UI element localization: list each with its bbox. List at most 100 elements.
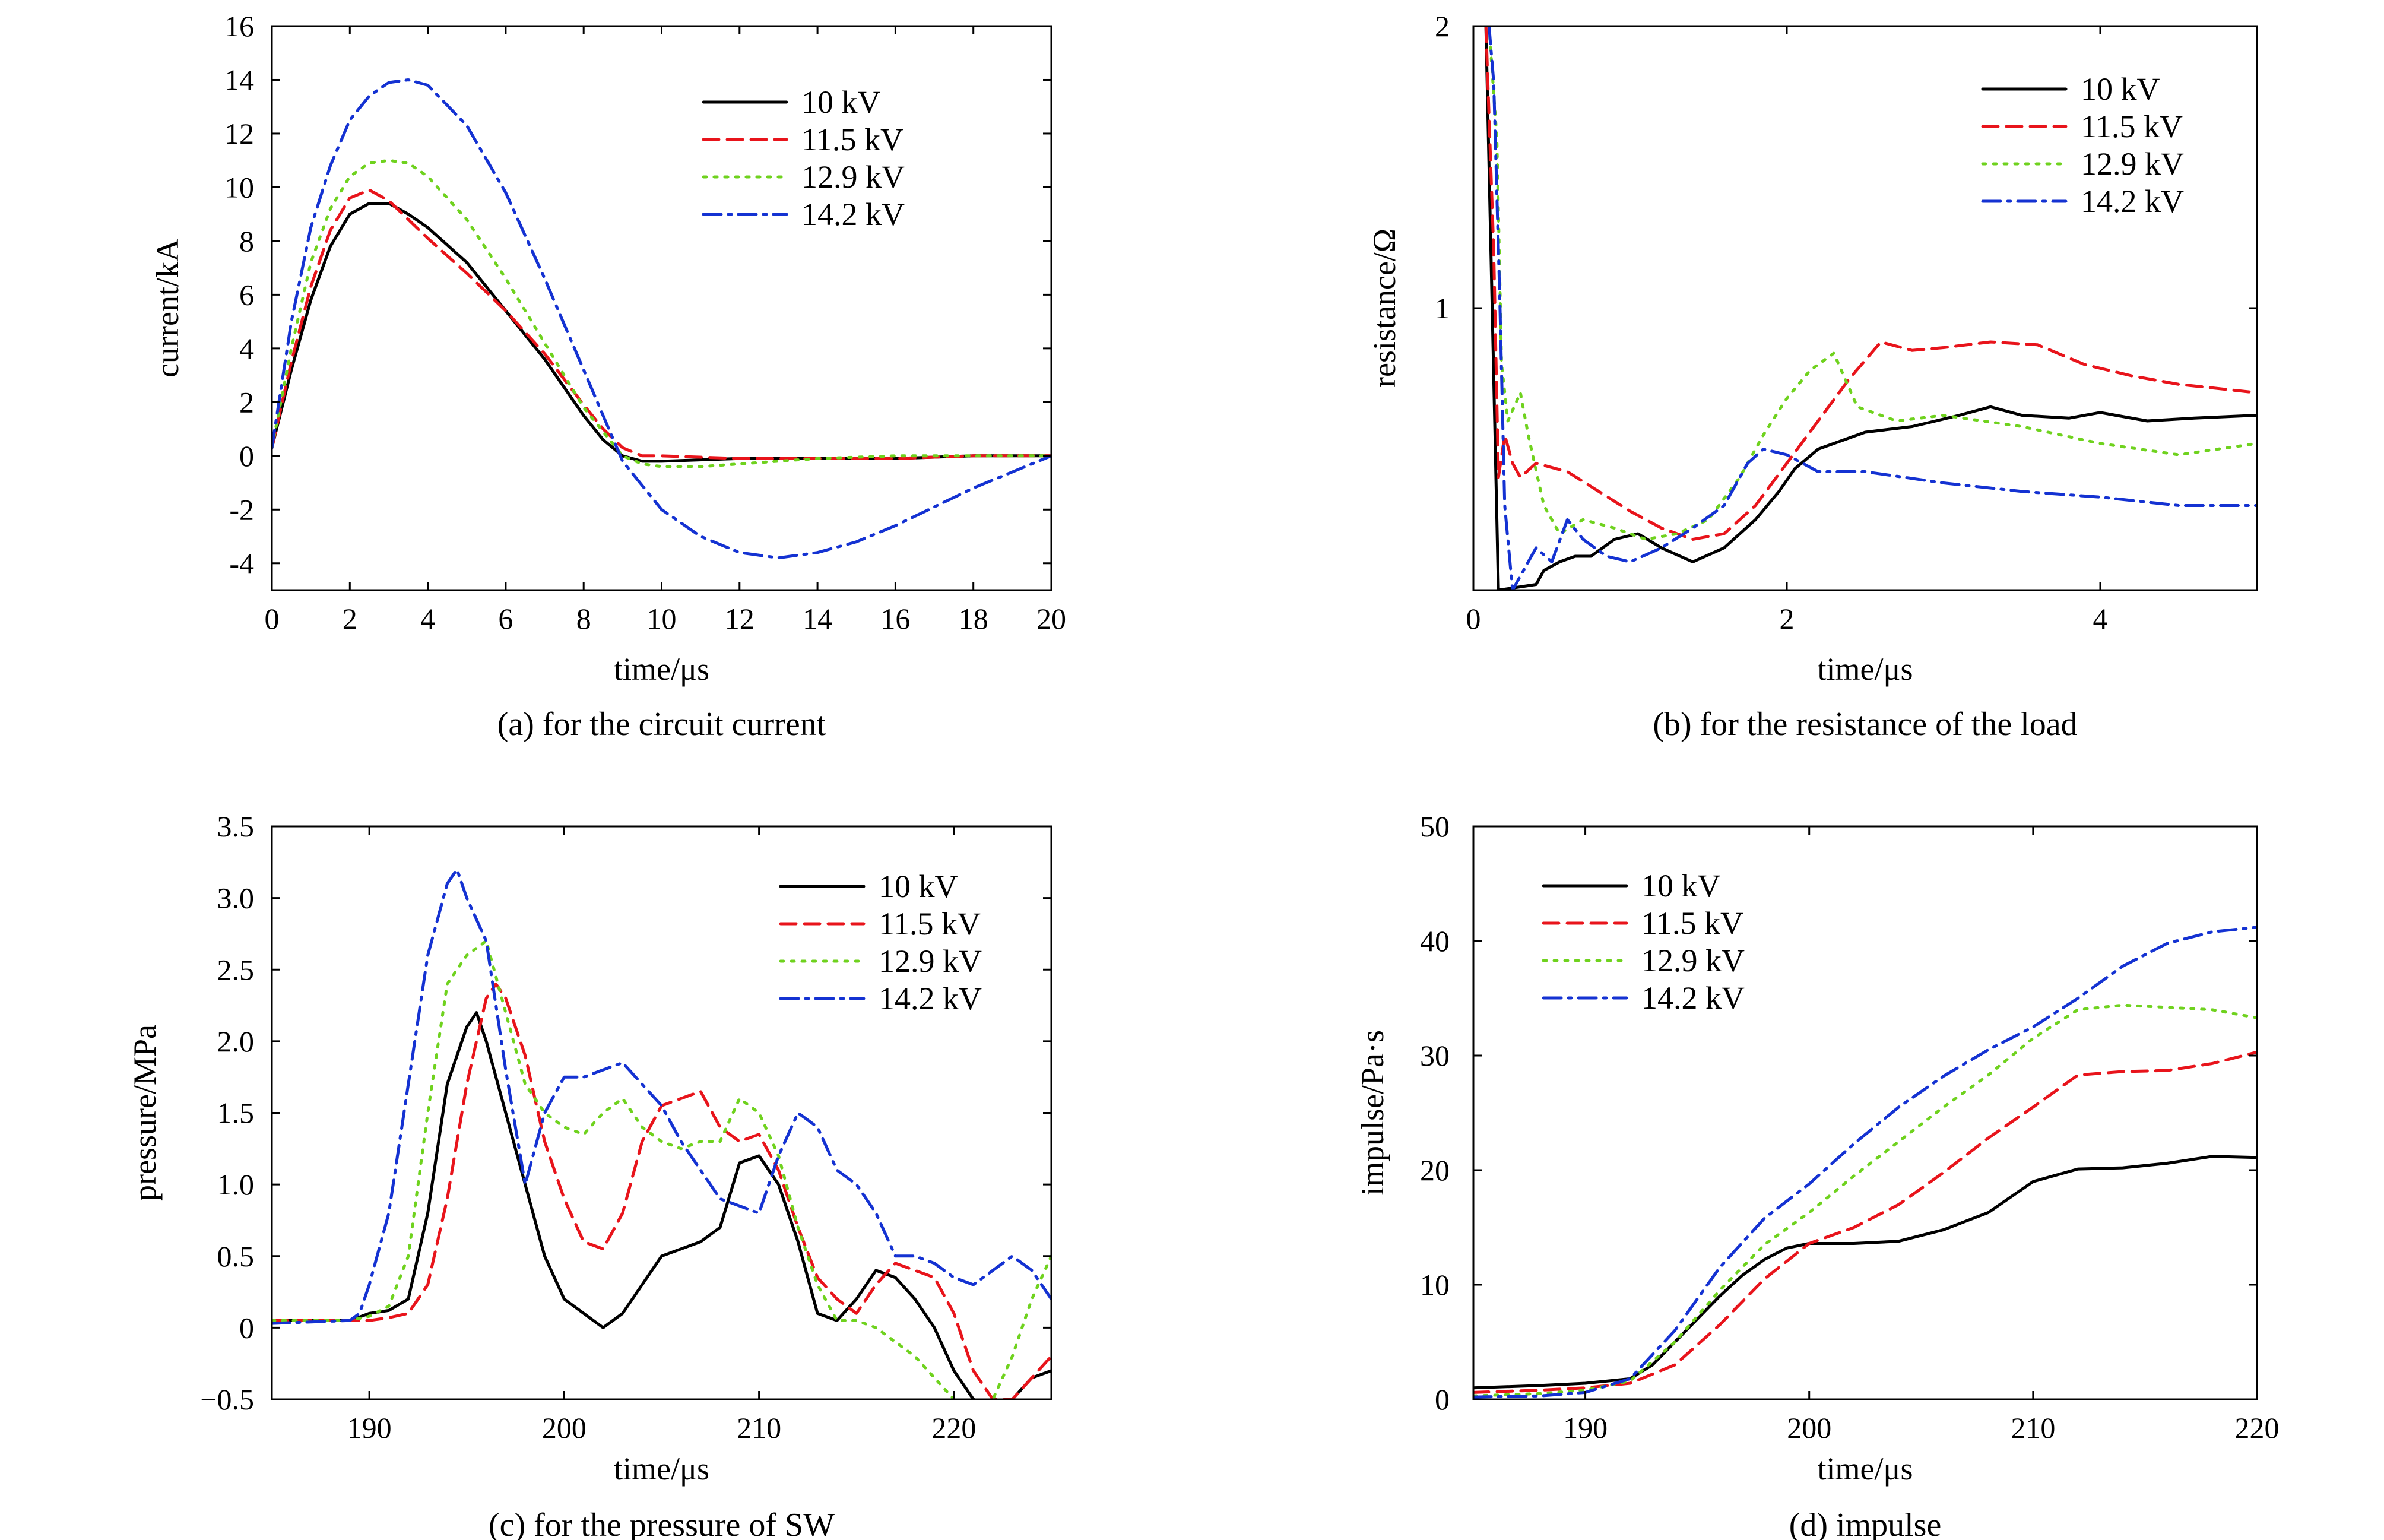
x-tick-label: 210 <box>737 1411 781 1444</box>
x-tick-label: 190 <box>1563 1411 1608 1444</box>
panel-caption: (a) for the circuit current <box>497 706 826 743</box>
series-line-14.2-kv <box>272 867 1051 1325</box>
series-line-12.9-kv <box>1473 1003 2257 1398</box>
legend-label: 12.9 kV <box>1641 943 1745 978</box>
y-tick-label: 10 <box>1420 1268 1450 1301</box>
y-tick-label: 50 <box>1420 810 1450 843</box>
x-tick-label: 18 <box>959 602 988 635</box>
legend-label: 11.5 kV <box>801 122 903 157</box>
y-tick-label: 0 <box>239 439 254 473</box>
x-tick-label: 4 <box>2093 602 2108 635</box>
x-axis-label: time/μs <box>614 1451 709 1487</box>
x-tick-label: 8 <box>576 602 591 635</box>
x-tick-label: 0 <box>265 602 280 635</box>
series-line-14.2-kv <box>1473 926 2257 1399</box>
legend-label: 11.5 kV <box>1641 905 1743 941</box>
y-tick-label: 6 <box>239 278 254 311</box>
y-tick-label: 3.5 <box>217 810 255 843</box>
x-tick-label: 210 <box>2011 1411 2055 1444</box>
y-tick-label: 14 <box>224 63 254 96</box>
series-line-11.5-kv <box>1473 1050 2257 1394</box>
legend-label: 14.2 kV <box>1641 980 1745 1016</box>
y-tick-label: 0 <box>239 1311 254 1344</box>
x-axis-label: time/μs <box>1818 1451 1913 1487</box>
legend-label: 14.2 kV <box>879 981 982 1016</box>
y-tick-label: 30 <box>1420 1039 1450 1072</box>
series-line-10-kv <box>272 202 1051 463</box>
series-line-12.9-kv <box>272 939 1051 1399</box>
y-tick-label: 2.5 <box>217 953 255 986</box>
y-tick-label: -2 <box>229 493 254 526</box>
y-tick-label: 1.0 <box>217 1168 255 1201</box>
x-tick-label: 12 <box>725 602 754 635</box>
x-tick-label: 220 <box>2235 1411 2280 1444</box>
y-axis-label: impulse/Pa·s <box>1355 1030 1390 1196</box>
y-tick-label: 10 <box>224 170 254 204</box>
panel-caption: (c) for the pressure of SW <box>489 1507 835 1540</box>
y-tick-label: −0.5 <box>200 1383 254 1416</box>
x-tick-label: 4 <box>420 602 435 635</box>
legend-label: 10 kV <box>1641 868 1721 904</box>
series-line-10-kv <box>1484 26 2257 590</box>
panel-caption: (b) for the resistance of the load <box>1653 706 2077 743</box>
series-line-14.2-kv <box>272 78 1051 560</box>
y-tick-label: 12 <box>224 117 254 150</box>
y-tick-label: 3.0 <box>217 882 255 915</box>
x-tick-label: 2 <box>343 602 357 635</box>
x-tick-label: 16 <box>880 602 910 635</box>
y-axis-label: pressure/MPa <box>127 1025 163 1201</box>
x-tick-label: 200 <box>1787 1411 1831 1444</box>
series-line-10-kv <box>272 1011 1051 1399</box>
y-tick-label: 2 <box>239 385 254 419</box>
legend-label: 12.9 kV <box>879 943 982 979</box>
legend-label: 14.2 kV <box>801 197 905 232</box>
x-tick-label: 2 <box>1780 602 1795 635</box>
y-tick-label: 1 <box>1435 291 1450 325</box>
series-line-11.5-kv <box>1484 26 2257 541</box>
x-tick-label: 190 <box>347 1411 392 1444</box>
panel-4: 190 200 210 220 0 10 20 30 40 50 time/μs impulse/Pa… <box>1355 810 2280 1540</box>
y-tick-label: 40 <box>1420 924 1450 958</box>
x-tick-label: 20 <box>1036 602 1066 635</box>
y-tick-label: -4 <box>229 547 254 580</box>
legend-label: 11.5 kV <box>879 906 981 942</box>
series-line-11.5-kv <box>272 188 1051 460</box>
x-axis-label: time/μs <box>614 651 709 687</box>
y-tick-label: 2 <box>1435 9 1450 43</box>
y-tick-label: 16 <box>224 9 254 43</box>
series-line-11.5-kv <box>272 982 1051 1399</box>
panel-3: 190 200 210 220 −0.5 0 0.5 1.0 1.5 2.0 2.5 3.0 3.5 ti… <box>127 810 1052 1540</box>
y-tick-label: 0.5 <box>217 1240 255 1273</box>
x-tick-label: 200 <box>542 1411 587 1444</box>
y-axis-label: current/kA <box>150 239 185 378</box>
x-tick-label: 10 <box>647 602 677 635</box>
series-line-14.2-kv <box>1487 26 2257 590</box>
plot-frame <box>1472 825 2258 1400</box>
panel-2: 0 2 4 1 2 time/μs resistance/Ω (b) for the resi… <box>1367 9 2258 743</box>
legend-label: 12.9 kV <box>2081 146 2184 182</box>
legend-label: 10 kV <box>2081 71 2160 107</box>
series-line-12.9-kv <box>1487 26 2257 541</box>
series-line-10-kv <box>1473 1155 2257 1390</box>
y-tick-label: 4 <box>239 332 254 365</box>
y-tick-label: 20 <box>1420 1154 1450 1187</box>
x-tick-label: 0 <box>1466 602 1481 635</box>
legend-label: 11.5 kV <box>2081 109 2183 144</box>
x-tick-label: 14 <box>803 602 832 635</box>
y-tick-label: 8 <box>239 224 254 258</box>
legend-label: 12.9 kV <box>801 159 905 195</box>
panel-1: 0 2 4 6 8 10 12 14 16 18 20 -4 -2 0 2 4 6 8 10 12 14 16 time/μ… <box>150 9 1066 743</box>
legend-label: 10 kV <box>801 84 881 120</box>
legend-label: 10 kV <box>879 869 958 904</box>
series-line-12.9-kv <box>272 159 1051 468</box>
legend-label: 14.2 kV <box>2081 183 2184 219</box>
panel-caption: (d) impulse <box>1789 1507 1942 1540</box>
y-axis-label: resistance/Ω <box>1367 229 1402 388</box>
x-tick-label: 6 <box>498 602 513 635</box>
y-tick-label: 0 <box>1435 1383 1450 1416</box>
